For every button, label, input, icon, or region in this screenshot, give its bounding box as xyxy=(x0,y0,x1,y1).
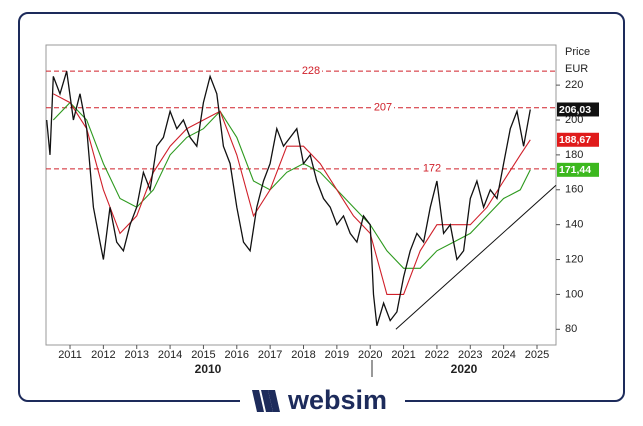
level-label: 207 xyxy=(374,102,392,114)
x-tick-label: 2013 xyxy=(124,349,148,361)
x-tick-label: 2014 xyxy=(158,349,182,361)
series-line xyxy=(53,93,531,295)
level-label-bg xyxy=(300,65,322,78)
x-tick-label: 2025 xyxy=(525,349,549,361)
plot-area xyxy=(45,44,557,346)
level-label: 172 xyxy=(423,163,441,175)
y-axis-title: Price xyxy=(565,46,590,58)
x-tick-label: 2018 xyxy=(291,349,315,361)
x-tick-label: 2016 xyxy=(225,349,249,361)
plot xyxy=(46,65,557,330)
logo-icon xyxy=(252,390,280,412)
y-tick-label: 180 xyxy=(565,149,583,161)
x-tick-label: 2012 xyxy=(91,349,115,361)
period-label: 2020 xyxy=(451,362,478,376)
trendline xyxy=(395,184,557,330)
x-tick-label: 2024 xyxy=(491,349,515,361)
price-tag-label: 206,03 xyxy=(559,104,591,116)
level-label-bg xyxy=(372,101,394,114)
y-tick-label: 160 xyxy=(565,184,583,196)
y-axis-unit: EUR xyxy=(565,63,588,75)
x-tick-label: 2011 xyxy=(58,349,82,361)
y-tick-label: 100 xyxy=(565,288,583,300)
y-tick-label: 220 xyxy=(565,79,583,91)
y-tick-label: 200 xyxy=(565,114,583,126)
y-tick-label: 120 xyxy=(565,253,583,265)
x-tick-label: 2020 xyxy=(358,349,382,361)
series-line xyxy=(46,71,531,326)
brand: websim xyxy=(287,385,387,415)
price-tag xyxy=(557,102,599,117)
x-tick-label: 2019 xyxy=(325,349,349,361)
x-tick-label: 2015 xyxy=(191,349,215,361)
x-tick-label: 2017 xyxy=(258,349,282,361)
period-label: 2010 xyxy=(195,362,222,376)
level-label-bg xyxy=(421,162,443,175)
level-label: 228 xyxy=(302,65,320,77)
series-line xyxy=(52,101,531,269)
price-tag xyxy=(557,132,599,147)
price-tag-label: 188,67 xyxy=(559,134,591,146)
price-tag xyxy=(557,162,599,177)
y-tick-label: 80 xyxy=(565,323,577,335)
x-tick-label: 2022 xyxy=(425,349,449,361)
y-tick-label: 140 xyxy=(565,219,583,231)
x-tick-label: 2023 xyxy=(458,349,482,361)
x-tick-label: 2021 xyxy=(391,349,415,361)
price-tag-label: 171,44 xyxy=(559,164,591,176)
